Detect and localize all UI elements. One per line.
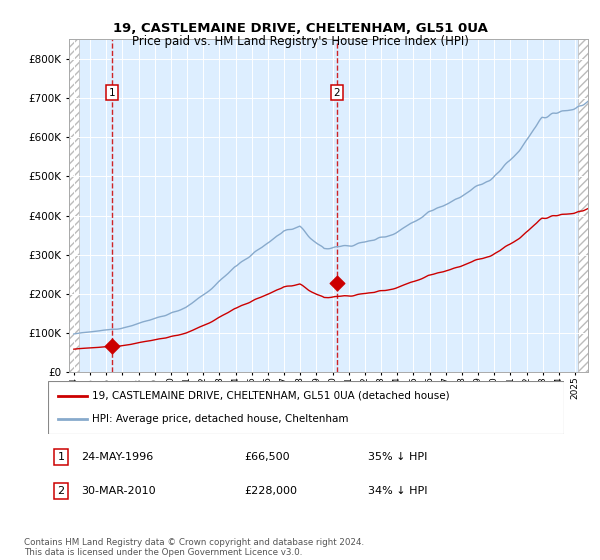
FancyBboxPatch shape <box>48 381 564 434</box>
Text: Contains HM Land Registry data © Crown copyright and database right 2024.
This d: Contains HM Land Registry data © Crown c… <box>24 538 364 557</box>
Text: 19, CASTLEMAINE DRIVE, CHELTENHAM, GL51 0UA: 19, CASTLEMAINE DRIVE, CHELTENHAM, GL51 … <box>113 22 487 35</box>
Text: 2: 2 <box>58 486 64 496</box>
Text: £228,000: £228,000 <box>244 486 297 496</box>
Text: 1: 1 <box>58 452 64 462</box>
Bar <box>69 39 79 372</box>
Point <box>107 342 117 351</box>
Text: HPI: Average price, detached house, Cheltenham: HPI: Average price, detached house, Chel… <box>92 414 349 424</box>
Text: Price paid vs. HM Land Registry's House Price Index (HPI): Price paid vs. HM Land Registry's House … <box>131 35 469 48</box>
Point <box>332 278 341 287</box>
Text: 35% ↓ HPI: 35% ↓ HPI <box>368 452 427 462</box>
Text: 2: 2 <box>333 87 340 97</box>
Bar <box>578 39 595 372</box>
Text: 30-MAR-2010: 30-MAR-2010 <box>82 486 156 496</box>
Text: 24-MAY-1996: 24-MAY-1996 <box>82 452 154 462</box>
Text: 1: 1 <box>109 87 116 97</box>
Text: 19, CASTLEMAINE DRIVE, CHELTENHAM, GL51 0UA (detached house): 19, CASTLEMAINE DRIVE, CHELTENHAM, GL51 … <box>92 391 449 401</box>
Text: £66,500: £66,500 <box>244 452 290 462</box>
Text: 34% ↓ HPI: 34% ↓ HPI <box>368 486 427 496</box>
